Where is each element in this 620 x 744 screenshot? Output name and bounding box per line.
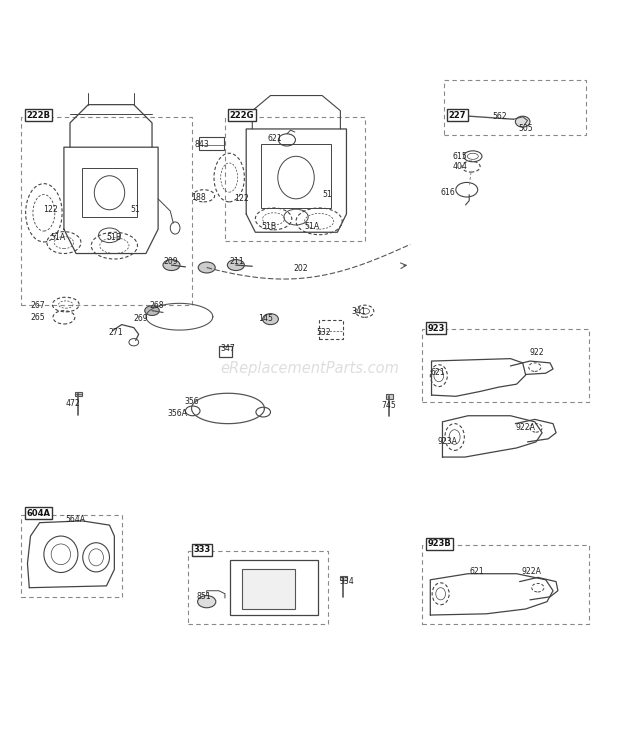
Text: 532: 532 xyxy=(316,328,330,337)
Text: 265: 265 xyxy=(30,312,45,322)
Bar xyxy=(340,576,347,580)
Text: 922A: 922A xyxy=(521,567,541,576)
Text: 843: 843 xyxy=(195,140,210,149)
Text: 222G: 222G xyxy=(230,111,254,120)
Ellipse shape xyxy=(515,116,530,127)
Bar xyxy=(386,394,392,399)
Text: 51: 51 xyxy=(322,190,332,199)
Ellipse shape xyxy=(163,260,180,271)
Bar xyxy=(422,330,590,403)
Text: 923B: 923B xyxy=(427,539,451,548)
Text: 227: 227 xyxy=(448,111,466,120)
Text: 505: 505 xyxy=(518,124,533,133)
Bar xyxy=(188,551,328,624)
Text: 621: 621 xyxy=(469,567,484,576)
Text: 51A: 51A xyxy=(50,233,65,242)
Text: 562: 562 xyxy=(492,112,507,121)
Text: 621: 621 xyxy=(430,368,445,376)
Text: 615: 615 xyxy=(453,152,467,161)
Text: 472: 472 xyxy=(66,399,81,408)
Bar xyxy=(319,321,343,339)
Ellipse shape xyxy=(454,112,467,120)
Text: 269: 269 xyxy=(134,314,148,323)
Text: 356: 356 xyxy=(184,397,199,405)
Bar xyxy=(200,137,224,150)
Text: 268: 268 xyxy=(149,301,164,310)
Text: 202: 202 xyxy=(293,264,308,273)
Text: 604A: 604A xyxy=(26,509,50,518)
Bar xyxy=(219,346,232,357)
Bar xyxy=(82,168,137,217)
Text: 122: 122 xyxy=(43,205,58,214)
Bar xyxy=(230,560,318,615)
Text: 356A: 356A xyxy=(167,408,187,418)
Bar xyxy=(422,545,590,624)
Text: 51: 51 xyxy=(131,205,141,214)
Text: 745: 745 xyxy=(381,401,396,410)
Text: 51B: 51B xyxy=(262,222,277,231)
Text: 271: 271 xyxy=(108,328,123,337)
Text: 564A: 564A xyxy=(66,515,86,524)
Ellipse shape xyxy=(263,314,278,324)
Bar xyxy=(444,80,587,135)
Bar xyxy=(225,117,365,241)
Text: 51A: 51A xyxy=(304,222,319,231)
Text: 222B: 222B xyxy=(26,111,50,120)
Text: 341: 341 xyxy=(352,307,366,315)
Text: 333: 333 xyxy=(193,545,211,554)
Bar xyxy=(262,144,331,208)
Ellipse shape xyxy=(198,262,215,273)
Text: 404: 404 xyxy=(453,162,467,171)
Text: 851: 851 xyxy=(197,592,211,601)
Bar xyxy=(21,515,122,597)
Ellipse shape xyxy=(198,596,216,608)
Text: 347: 347 xyxy=(220,344,235,353)
Text: eReplacementParts.com: eReplacementParts.com xyxy=(221,362,399,376)
Text: 211: 211 xyxy=(230,257,245,266)
Text: 188: 188 xyxy=(192,193,206,202)
Ellipse shape xyxy=(144,306,159,315)
Text: 334: 334 xyxy=(339,577,354,586)
Text: 122: 122 xyxy=(234,194,249,203)
Ellipse shape xyxy=(228,260,244,271)
Text: 621: 621 xyxy=(267,134,282,143)
Bar xyxy=(242,569,295,609)
Text: 922A: 922A xyxy=(515,423,535,432)
Bar xyxy=(75,392,82,397)
Text: 145: 145 xyxy=(259,314,273,323)
Text: 51B: 51B xyxy=(107,233,122,242)
Bar xyxy=(21,117,192,305)
Text: 923: 923 xyxy=(427,324,445,333)
Text: 209: 209 xyxy=(163,257,177,266)
Text: 616: 616 xyxy=(440,188,455,197)
Text: 923A: 923A xyxy=(438,437,458,446)
Text: 922: 922 xyxy=(530,348,544,357)
Text: 267: 267 xyxy=(30,301,45,310)
